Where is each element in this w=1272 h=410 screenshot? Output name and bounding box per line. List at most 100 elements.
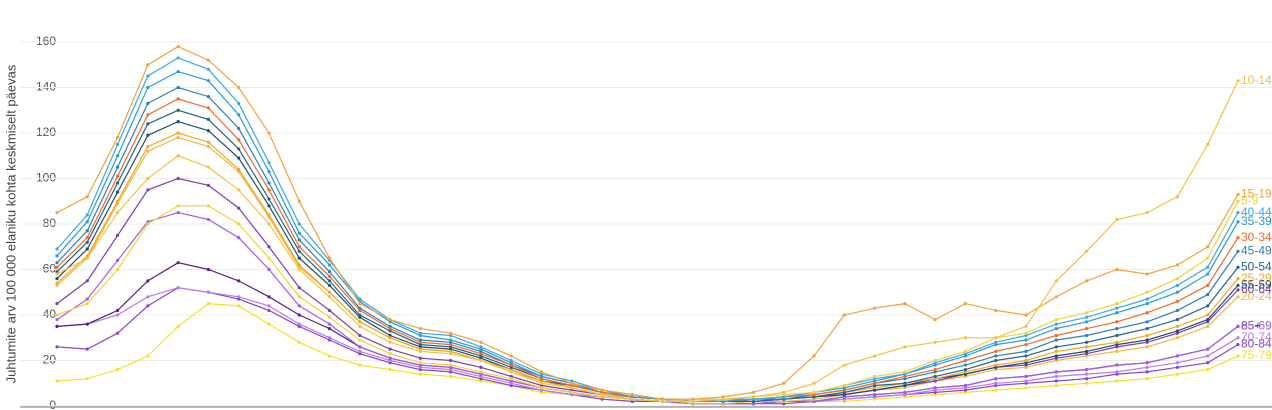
- series-line: [56, 132, 1239, 402]
- point: [267, 222, 271, 226]
- point: [1024, 361, 1028, 365]
- point: [237, 188, 241, 192]
- point: [1054, 358, 1058, 363]
- point: [115, 199, 120, 203]
- point: [1236, 236, 1240, 240]
- point: [85, 377, 89, 381]
- point: [963, 383, 968, 388]
- point: [297, 313, 301, 317]
- point: [842, 363, 846, 367]
- point: [570, 379, 574, 383]
- series-label: 45-49: [1241, 243, 1272, 257]
- point: [1145, 365, 1149, 369]
- point: [1115, 370, 1119, 374]
- point: [418, 368, 422, 372]
- point: [782, 395, 786, 399]
- point: [1175, 354, 1180, 358]
- point: [449, 345, 453, 349]
- point: [1145, 377, 1149, 381]
- point: [570, 381, 574, 385]
- series-label: 35-39: [1241, 214, 1272, 228]
- point: [237, 297, 241, 301]
- point: [327, 274, 332, 278]
- point: [782, 402, 786, 406]
- point: [1024, 333, 1028, 338]
- point: [1115, 372, 1119, 376]
- point: [721, 399, 725, 404]
- point: [176, 97, 180, 101]
- point: [539, 381, 544, 385]
- point: [1145, 311, 1149, 315]
- point: [963, 372, 968, 376]
- point: [55, 324, 59, 328]
- point: [1145, 272, 1149, 276]
- point: [751, 402, 756, 406]
- point: [1145, 327, 1149, 331]
- point: [1206, 272, 1210, 276]
- point: [873, 395, 877, 399]
- point: [1236, 211, 1240, 215]
- series-line: [56, 262, 1239, 405]
- point: [509, 377, 513, 381]
- point: [388, 368, 392, 372]
- point: [388, 320, 392, 324]
- point: [146, 220, 150, 224]
- point: [1024, 386, 1028, 390]
- point: [418, 372, 422, 376]
- point: [1175, 329, 1180, 333]
- point: [842, 388, 846, 392]
- point: [873, 306, 877, 310]
- point: [1084, 327, 1089, 331]
- series-line: [56, 287, 1239, 405]
- point: [600, 388, 604, 392]
- point: [327, 336, 332, 340]
- point: [1236, 277, 1240, 281]
- point: [85, 302, 89, 306]
- point: [267, 304, 271, 308]
- point: [1084, 279, 1089, 283]
- point: [509, 368, 513, 372]
- point: [1024, 354, 1028, 358]
- point: [1115, 327, 1119, 331]
- series-label: 40-44: [1241, 205, 1272, 219]
- point: [1024, 374, 1028, 379]
- point: [267, 188, 271, 192]
- point: [600, 395, 604, 399]
- point: [1024, 358, 1028, 363]
- point: [1054, 374, 1058, 379]
- point: [873, 393, 877, 397]
- point: [903, 390, 907, 394]
- point: [297, 245, 301, 249]
- point: [1115, 379, 1119, 383]
- point: [388, 336, 392, 340]
- point: [1175, 372, 1180, 376]
- point: [85, 213, 89, 217]
- point: [449, 333, 453, 338]
- point: [206, 302, 211, 306]
- point: [661, 399, 665, 404]
- point: [479, 372, 483, 376]
- point: [146, 122, 150, 126]
- point: [85, 236, 89, 240]
- point: [509, 374, 513, 379]
- point: [115, 165, 120, 169]
- point: [297, 295, 301, 299]
- point: [963, 388, 968, 392]
- point: [751, 397, 756, 401]
- point: [206, 290, 211, 294]
- point: [1054, 279, 1058, 283]
- point: [1115, 349, 1119, 353]
- point: [1084, 333, 1089, 338]
- point: [85, 247, 89, 251]
- y-tick-label: 60: [43, 262, 57, 276]
- point: [1145, 338, 1149, 342]
- series-label: 15-19: [1241, 187, 1272, 201]
- point: [1236, 336, 1240, 340]
- point: [509, 358, 513, 363]
- point: [1206, 245, 1210, 249]
- point: [449, 349, 453, 353]
- point: [206, 165, 211, 169]
- point: [55, 211, 59, 215]
- point: [1115, 363, 1119, 367]
- point: [55, 272, 59, 276]
